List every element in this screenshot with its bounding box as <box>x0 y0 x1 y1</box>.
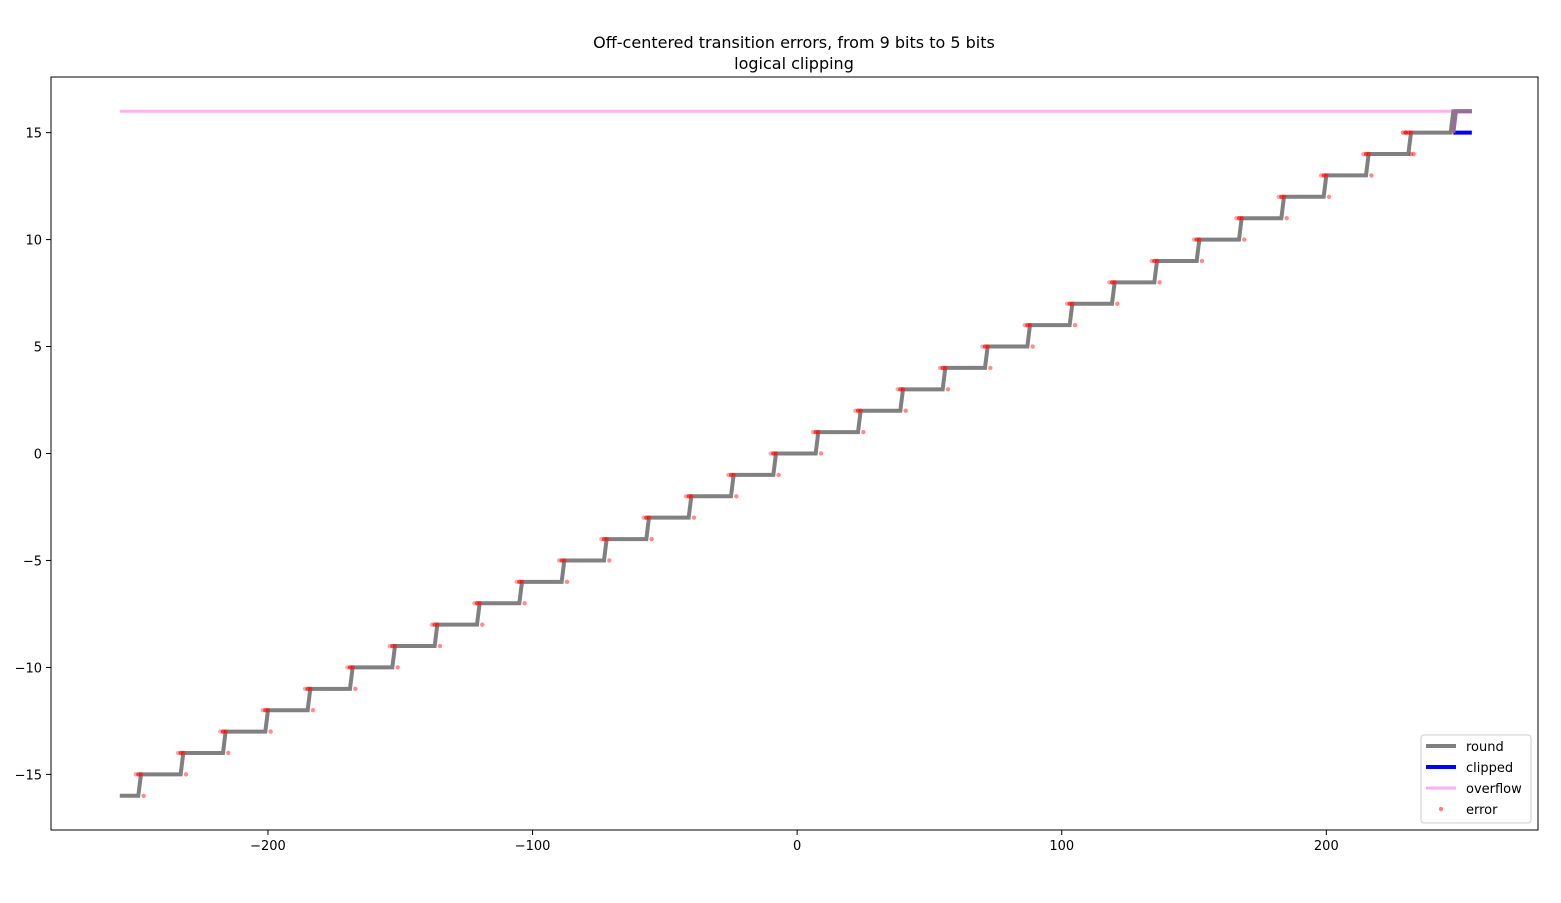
legend-box <box>1420 734 1532 824</box>
error-point <box>562 558 567 563</box>
error-point <box>943 365 948 371</box>
error-point <box>268 729 273 734</box>
error-point <box>649 536 654 542</box>
error-point <box>519 579 525 585</box>
error-point <box>604 536 609 542</box>
error-point <box>1369 173 1374 178</box>
error-point <box>265 708 271 713</box>
plot-area <box>119 109 1472 798</box>
error-point <box>1030 344 1035 349</box>
round-line-top-segment <box>1451 109 1472 133</box>
error-point <box>226 750 231 756</box>
error-point <box>1027 322 1033 328</box>
error-point <box>138 772 144 777</box>
round-line <box>119 109 1472 798</box>
error-point <box>1112 280 1117 285</box>
error-point <box>1154 258 1160 264</box>
error-point <box>776 472 781 478</box>
error-point <box>141 793 146 798</box>
error-point <box>1284 215 1289 221</box>
error-point <box>985 344 990 349</box>
x-tick-label: −200 <box>250 839 286 854</box>
x-tick-label: −100 <box>515 839 551 854</box>
error-point <box>1324 173 1329 178</box>
error-point <box>1199 258 1205 264</box>
y-tick-label: 0 <box>34 448 42 463</box>
chart-title: Off-centered transition errors, from 9 b… <box>593 33 995 52</box>
error-point <box>223 729 228 734</box>
error-point <box>1242 237 1247 242</box>
error-point <box>731 472 736 478</box>
error-point <box>988 365 993 371</box>
error-point <box>350 665 355 670</box>
error-point <box>691 515 697 520</box>
error-point <box>1281 194 1287 199</box>
error-point <box>1197 237 1202 242</box>
error-point <box>308 686 313 692</box>
error-point <box>816 429 821 435</box>
legend-label-clipped: clipped <box>1466 761 1513 776</box>
y-tick-label: −5 <box>23 554 42 569</box>
axes: −200 −100 0 100 200 −15 −10 −5 0 5 10 15 <box>15 76 1539 854</box>
x-tick-label: 0 <box>793 839 801 854</box>
error-point <box>183 772 189 777</box>
error-point <box>689 494 694 499</box>
error-point <box>1115 301 1120 306</box>
error-point <box>437 643 443 649</box>
legend-label-round: round <box>1466 740 1504 755</box>
y-tick-label: 5 <box>34 341 42 356</box>
error-point <box>1326 194 1332 199</box>
error-point <box>858 408 863 413</box>
y-tick-label: −15 <box>15 768 42 783</box>
error-point <box>900 387 906 392</box>
error-point <box>181 750 186 756</box>
error-point <box>522 601 527 606</box>
error-point <box>607 558 612 563</box>
error-point <box>395 665 400 670</box>
error-point <box>646 515 652 520</box>
chart-subtitle: logical clipping <box>734 54 854 73</box>
error-point <box>861 429 866 435</box>
legend: round clipped overflow error <box>1420 734 1532 824</box>
error-point <box>903 408 908 413</box>
error-point <box>734 494 739 499</box>
error-point <box>1403 130 1408 135</box>
x-tick-label: 100 <box>1049 839 1074 854</box>
error-point <box>1157 280 1162 285</box>
error-point <box>1408 151 1414 157</box>
error-point <box>480 622 485 627</box>
error-point <box>1239 215 1244 221</box>
error-point <box>1070 301 1075 306</box>
error-point <box>435 622 440 627</box>
legend-label-error: error <box>1466 803 1498 818</box>
error-point <box>1411 151 1416 157</box>
y-tick-label: 15 <box>25 127 42 142</box>
x-tick-label: 200 <box>1314 839 1339 854</box>
error-point <box>945 387 951 392</box>
y-tick-label: 10 <box>25 234 42 249</box>
error-point <box>392 643 398 649</box>
error-point <box>818 451 824 456</box>
error-point <box>353 686 358 692</box>
error-point <box>1366 151 1371 157</box>
legend-label-overflow: overflow <box>1466 782 1522 797</box>
error-point <box>1408 130 1414 135</box>
error-point <box>477 601 482 606</box>
legend-swatch-error <box>1438 806 1444 812</box>
y-tick-label: −10 <box>15 661 42 676</box>
error-point <box>1072 322 1078 328</box>
error-point <box>564 579 570 585</box>
error-point <box>310 708 316 713</box>
error-point <box>773 451 779 456</box>
